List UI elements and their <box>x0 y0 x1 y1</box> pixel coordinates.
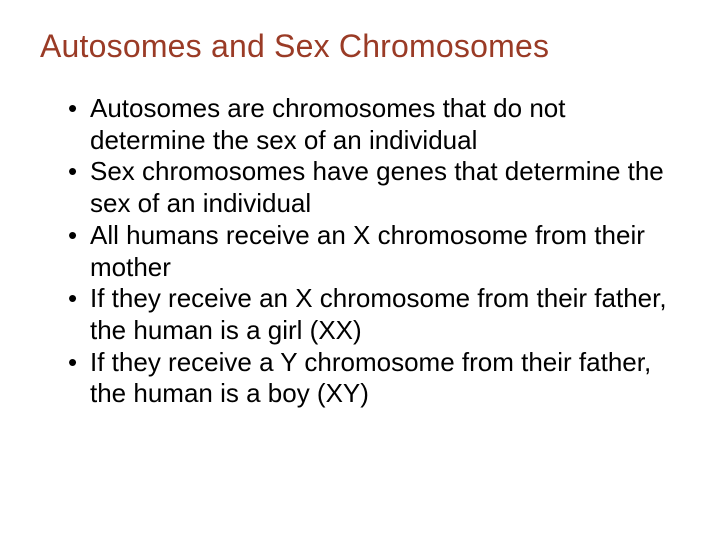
list-item: If they receive an X chromosome from the… <box>68 283 680 346</box>
list-item: Autosomes are chromosomes that do not de… <box>68 93 680 156</box>
list-item: All humans receive an X chromosome from … <box>68 220 680 283</box>
bullet-list: Autosomes are chromosomes that do not de… <box>40 93 680 410</box>
list-item: If they receive a Y chromosome from thei… <box>68 347 680 410</box>
slide-title: Autosomes and Sex Chromosomes <box>40 28 680 65</box>
list-item: Sex chromosomes have genes that determin… <box>68 156 680 219</box>
